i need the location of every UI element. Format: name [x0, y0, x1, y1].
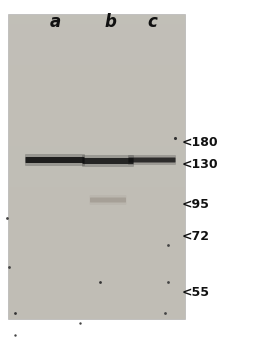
Bar	[8, 308, 185, 319]
Point	[173, 135, 177, 141]
Bar	[8, 14, 185, 319]
Bar	[8, 105, 185, 116]
Point	[78, 320, 82, 326]
Bar	[8, 34, 185, 45]
FancyBboxPatch shape	[83, 158, 134, 164]
Bar	[8, 65, 185, 75]
Text: <130: <130	[182, 159, 219, 171]
Bar	[8, 55, 185, 65]
Point	[163, 310, 167, 316]
Text: a: a	[49, 13, 61, 31]
FancyBboxPatch shape	[89, 195, 126, 205]
FancyBboxPatch shape	[25, 157, 85, 163]
FancyBboxPatch shape	[90, 198, 126, 202]
Bar	[8, 238, 185, 247]
Bar	[8, 207, 185, 217]
Point	[13, 332, 17, 338]
Bar	[8, 247, 185, 258]
Bar	[8, 156, 185, 166]
FancyBboxPatch shape	[82, 155, 134, 167]
Bar	[8, 14, 185, 24]
Text: b: b	[104, 13, 116, 31]
Bar	[8, 126, 185, 136]
FancyBboxPatch shape	[128, 155, 176, 165]
Point	[166, 242, 170, 248]
Point	[98, 279, 102, 285]
Bar	[8, 258, 185, 268]
Bar	[8, 268, 185, 278]
Bar	[8, 187, 185, 197]
Point	[7, 264, 11, 270]
Bar	[8, 85, 185, 95]
Bar	[8, 166, 185, 177]
Text: <55: <55	[182, 286, 210, 299]
Bar	[8, 95, 185, 105]
Point	[13, 310, 17, 316]
Bar	[8, 136, 185, 146]
Bar	[8, 116, 185, 126]
Bar	[8, 217, 185, 227]
FancyBboxPatch shape	[25, 154, 85, 166]
Bar	[8, 146, 185, 156]
FancyBboxPatch shape	[129, 158, 176, 162]
Bar	[8, 45, 185, 55]
Bar	[8, 227, 185, 238]
Bar	[8, 24, 185, 34]
Bar	[8, 278, 185, 288]
Text: c: c	[147, 13, 157, 31]
Bar	[8, 298, 185, 308]
Bar	[8, 75, 185, 85]
Point	[166, 279, 170, 285]
Bar	[8, 177, 185, 187]
Text: <72: <72	[182, 230, 210, 244]
Text: <180: <180	[182, 137, 219, 149]
Bar	[8, 197, 185, 207]
Bar	[8, 288, 185, 298]
Point	[5, 215, 9, 221]
Text: <95: <95	[182, 199, 210, 211]
